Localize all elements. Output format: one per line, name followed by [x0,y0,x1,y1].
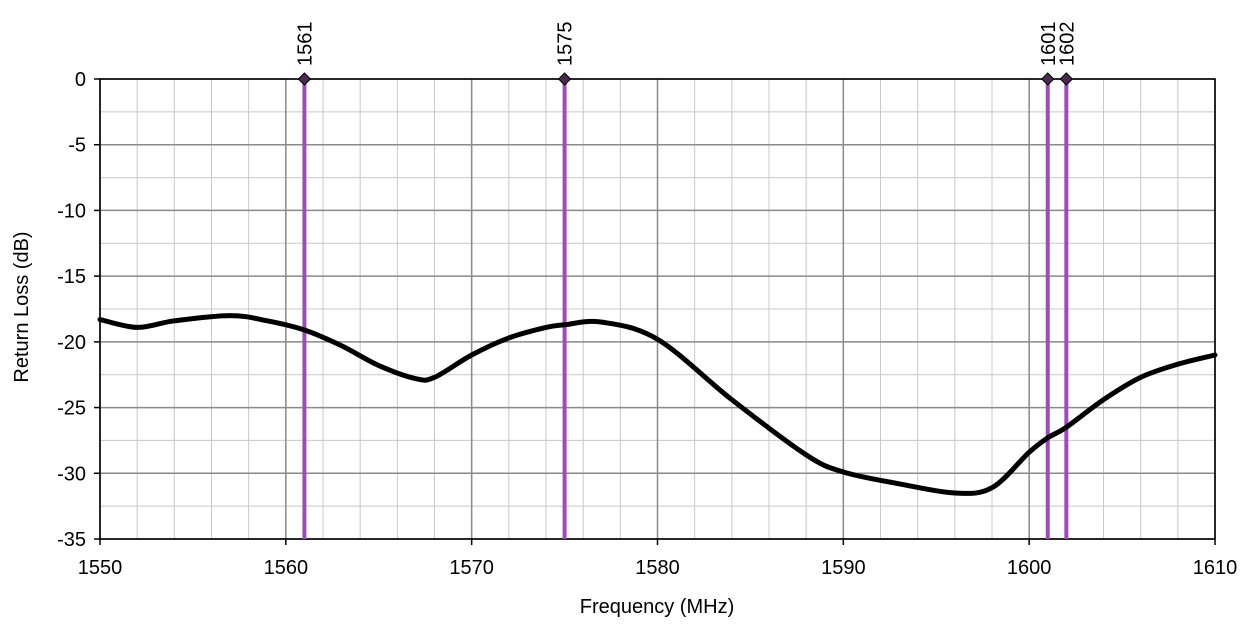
y-axis-label: Return Loss (dB) [11,231,33,382]
x-tick-label: 1610 [1193,557,1238,579]
marker-label: 1561 [294,22,316,67]
x-axis-label: Frequency (MHz) [580,596,734,618]
y-tick-label: -10 [57,200,86,222]
y-tick-label: -25 [57,398,86,420]
x-tick-label: 1600 [1007,557,1052,579]
x-tick-label: 1560 [264,557,309,579]
x-tick-label: 1590 [821,557,866,579]
y-tick-label: -5 [68,135,86,157]
x-tick-label: 1580 [635,557,680,579]
marker-label: 1601 [1038,22,1060,67]
y-axis-ticks: 0 -5 -10 -15 -20 -25 -30 -35 [57,69,100,551]
marker-diamond [297,72,312,86]
series-line [97,313,1218,496]
y-tick-label: -15 [57,266,86,288]
x-tick-label: 1570 [449,557,494,579]
marker-diamond [557,72,572,86]
y-tick-label: -35 [57,529,86,551]
marker-label: 1575 [555,22,577,67]
marker-diamond [1059,72,1074,86]
y-tick-label: -30 [57,463,86,485]
y-tick-label: -20 [57,332,86,354]
x-axis-ticks: 1550 1560 1570 1580 1590 1600 1610 [78,539,1238,579]
marker-diamond [1041,72,1055,86]
y-tick-label: 0 [75,69,86,91]
marker-label: 1602 [1056,22,1078,67]
x-tick-label: 1550 [78,557,123,579]
